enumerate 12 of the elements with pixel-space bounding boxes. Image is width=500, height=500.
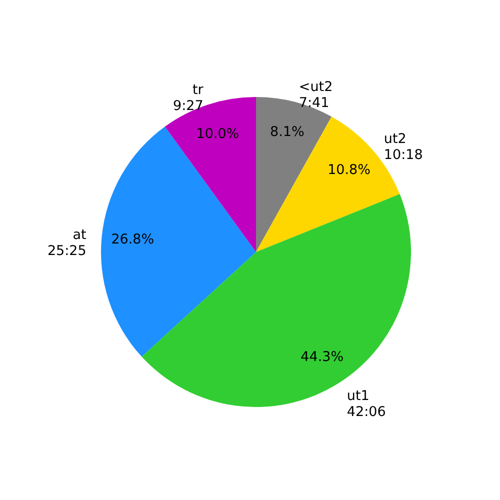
pie-slice <box>101 126 256 357</box>
data-label: 10.0% <box>196 126 240 142</box>
data-label: 26.8% <box>111 232 154 248</box>
slice-label: ut2 10:18 <box>384 131 423 164</box>
data-label: 10.8% <box>328 162 371 178</box>
data-label: 44.3% <box>300 348 344 365</box>
slice-label: at 25:25 <box>47 226 86 259</box>
data-label: 8.1% <box>270 124 305 140</box>
pie-slice <box>164 97 256 252</box>
slice-label: ut1 42:06 <box>346 388 386 420</box>
slice-label: <ut2 7:41 <box>298 78 333 111</box>
slice-label: tr 9:27 <box>172 82 204 114</box>
